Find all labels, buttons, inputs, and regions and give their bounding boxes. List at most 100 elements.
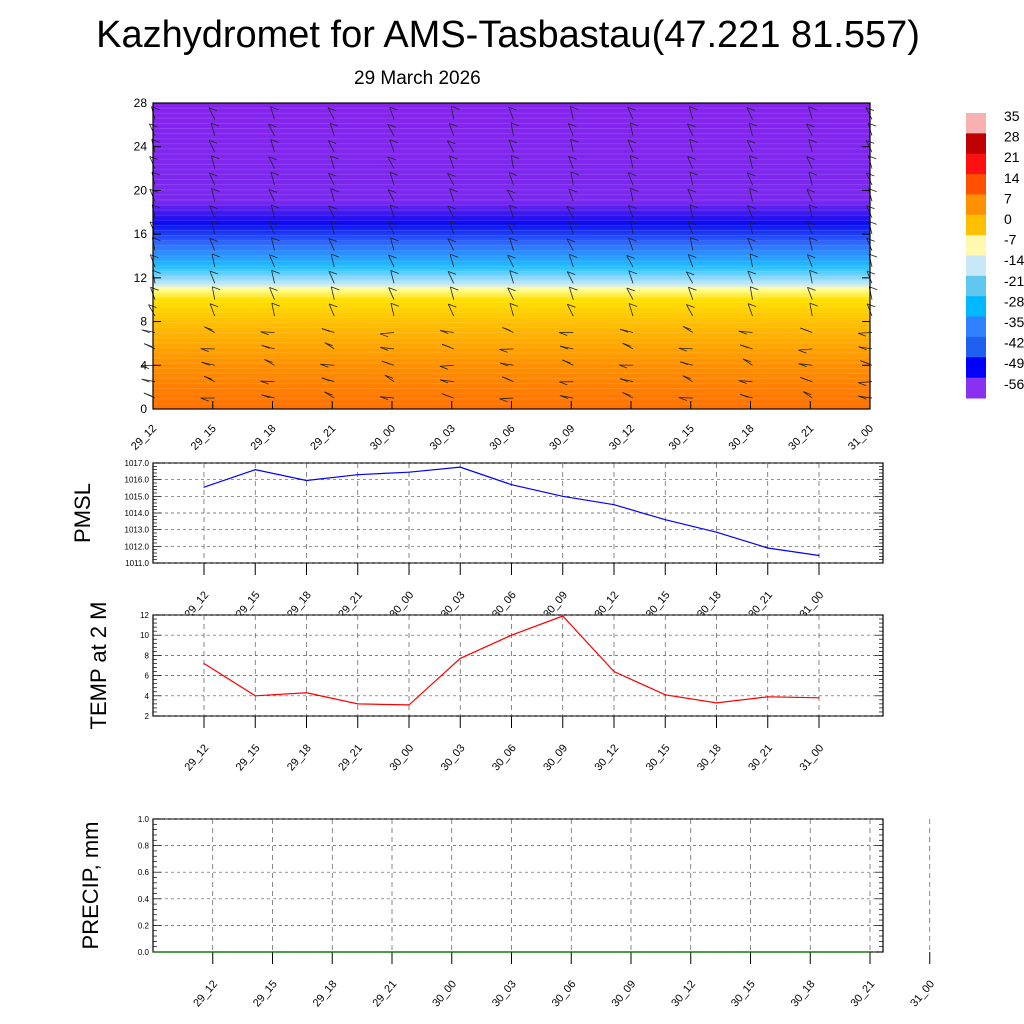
wind-barb-flag bbox=[270, 106, 279, 111]
wind-barb bbox=[808, 139, 813, 153]
wind-barb-flag bbox=[327, 107, 337, 112]
pmsl-point bbox=[664, 519, 666, 521]
wind-barb-flag bbox=[689, 106, 698, 110]
wind-barb-flag bbox=[509, 303, 519, 307]
wind-barb-flag bbox=[559, 345, 569, 350]
wind-barb-flag bbox=[688, 254, 697, 258]
wind-barb-flag bbox=[626, 287, 635, 292]
wind-barb-flag bbox=[622, 392, 631, 396]
wind-barb-flag bbox=[330, 155, 339, 160]
temp-point bbox=[357, 703, 359, 705]
wind-barb-flag bbox=[499, 398, 508, 403]
wind-barb bbox=[687, 156, 694, 169]
x-tick-label: 29_21 bbox=[370, 978, 399, 1009]
precip-point bbox=[510, 951, 513, 953]
precip-y-tick-label: 0.6 bbox=[138, 868, 150, 877]
wind-barb bbox=[509, 237, 514, 251]
wind-barb bbox=[508, 106, 514, 120]
wind-barb-flag bbox=[141, 329, 150, 334]
wind-barb bbox=[567, 304, 574, 317]
wind-barb bbox=[330, 254, 335, 268]
temp-y-tick-label: 2 bbox=[145, 712, 150, 721]
colorbar-segment bbox=[966, 194, 986, 216]
x-tick-label: 29_15 bbox=[189, 423, 219, 453]
wind-barb bbox=[806, 254, 813, 268]
wind-barb bbox=[866, 238, 873, 251]
wind-barb bbox=[566, 206, 574, 218]
colorbar-label: 21 bbox=[1004, 149, 1020, 165]
wind-barb bbox=[208, 172, 216, 186]
wind-barb bbox=[510, 155, 514, 169]
wind-barb bbox=[685, 271, 694, 284]
wind-barb bbox=[807, 287, 813, 300]
wind-barb bbox=[749, 253, 753, 268]
wind-barb bbox=[808, 204, 813, 218]
wind-barb bbox=[747, 238, 753, 251]
wind-barb-flag bbox=[507, 254, 516, 259]
chart-title: Kazhydromet for AMS-Tasbastau(47.221 81.… bbox=[96, 14, 920, 56]
precip-point bbox=[212, 951, 214, 953]
wind-barb-flag bbox=[330, 122, 339, 127]
wind-barb bbox=[387, 156, 395, 169]
colorbar-segment bbox=[966, 296, 986, 318]
colorbar-segment bbox=[966, 133, 986, 155]
wind-barb bbox=[627, 107, 634, 120]
wind-barb bbox=[627, 172, 634, 186]
wind-barb-flag bbox=[388, 221, 397, 226]
wind-barb-flag bbox=[331, 286, 340, 291]
wind-barb bbox=[509, 303, 514, 317]
wind-barb bbox=[748, 155, 753, 169]
wind-barb-flag bbox=[809, 204, 818, 209]
wind-barb bbox=[809, 303, 813, 317]
wind-barb-flag bbox=[271, 237, 280, 242]
wind-barb bbox=[806, 221, 813, 235]
wind-barb-flag bbox=[261, 345, 270, 349]
wind-barb bbox=[260, 331, 275, 333]
colorbar-label: -49 bbox=[1004, 355, 1024, 371]
wind-barb bbox=[507, 254, 514, 268]
wind-barb-flag bbox=[619, 328, 629, 333]
wind-barb-flag bbox=[622, 342, 631, 347]
wind-barb bbox=[508, 139, 514, 153]
wind-barb-flag bbox=[447, 140, 456, 145]
wind-barb bbox=[270, 172, 275, 186]
precip-point bbox=[391, 951, 393, 953]
wind-barb-flag bbox=[687, 221, 697, 226]
wind-barb-flag bbox=[509, 270, 518, 275]
wind-barb-flag bbox=[808, 106, 817, 111]
wind-barb bbox=[629, 122, 634, 136]
wind-barb bbox=[689, 171, 694, 186]
wind-barb-flag bbox=[808, 139, 817, 143]
wind-barb-flag bbox=[380, 396, 389, 401]
wind-barb bbox=[447, 238, 455, 251]
wind-barb bbox=[449, 155, 455, 169]
wind-barb bbox=[866, 205, 873, 218]
wind-barb-flag bbox=[630, 155, 639, 160]
pmsl-y-tick-label: 1013.0 bbox=[125, 526, 150, 535]
wind-barb bbox=[209, 205, 216, 218]
colorbar-label: -7 bbox=[1004, 232, 1017, 248]
wind-barb-flag bbox=[212, 286, 221, 291]
wind-barb bbox=[626, 287, 634, 300]
wind-barb-flag bbox=[441, 393, 451, 397]
precip-point bbox=[869, 951, 871, 953]
colorbar-label: 28 bbox=[1004, 129, 1020, 145]
wind-barb-flag bbox=[264, 359, 273, 363]
x-tick-label: 30_21 bbox=[786, 423, 816, 453]
temp-y-tick-label: 12 bbox=[140, 611, 149, 620]
wind-barb bbox=[510, 122, 514, 136]
wind-barb bbox=[628, 237, 634, 251]
pmsl-point bbox=[305, 479, 308, 482]
wind-barb-flag bbox=[380, 333, 389, 338]
wind-barb-flag bbox=[260, 331, 269, 336]
wind-barb-flag bbox=[384, 374, 394, 379]
wind-barb-flag bbox=[800, 377, 809, 381]
wind-barb-flag bbox=[269, 287, 278, 291]
wind-barb-flag bbox=[271, 270, 280, 274]
x-tick-label: 30_06 bbox=[550, 978, 579, 1009]
wind-barb-flag bbox=[501, 376, 511, 381]
x-tick-label: 31_00 bbox=[797, 742, 826, 773]
wind-barb bbox=[507, 287, 514, 300]
wind-barb-flag bbox=[807, 254, 816, 259]
wind-barb-flag bbox=[559, 381, 568, 386]
